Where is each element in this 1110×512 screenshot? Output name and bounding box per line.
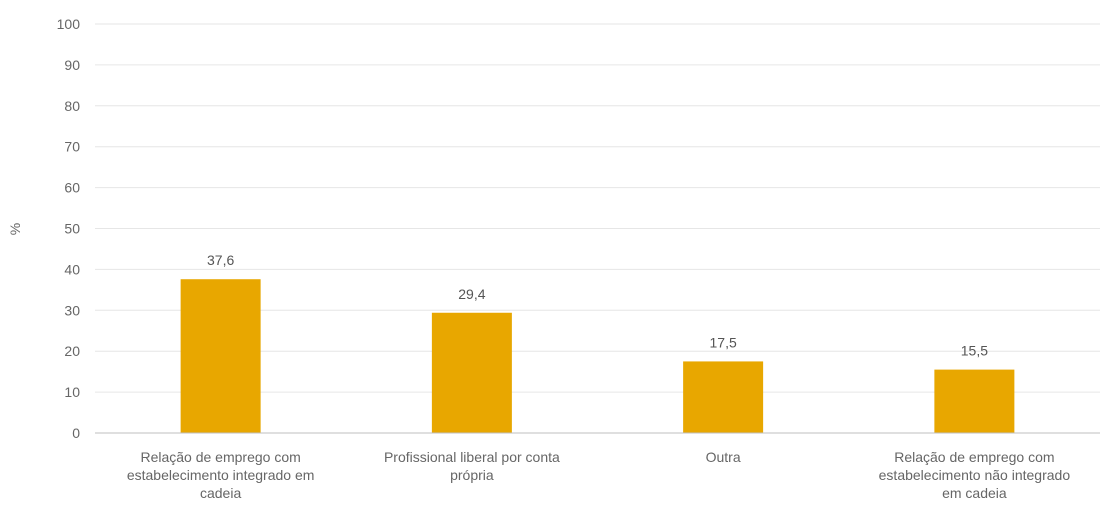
- y-tick-label: 50: [64, 221, 80, 237]
- y-tick-label: 20: [64, 343, 80, 359]
- gridlines: [95, 23, 1100, 393]
- y-tick-label: 90: [64, 57, 80, 73]
- category-label: Relação de emprego com estabelecimento in…: [127, 449, 315, 501]
- category-label-line: estabelecimento integrado em: [127, 467, 315, 483]
- category-label-line: estabelecimento não integrado: [879, 467, 1071, 483]
- category-label-line: Relação de emprego com: [140, 449, 300, 465]
- category-label-line: Outra: [706, 449, 741, 465]
- y-tick-label: 70: [64, 139, 80, 155]
- y-tick-label: 60: [64, 180, 80, 196]
- category-label-line: Relação de emprego com: [894, 449, 1054, 465]
- category-label-line: cadeia: [200, 485, 241, 501]
- y-axis-tick-labels: 0 10 20 30 40 50 60 70 80 90 100: [57, 16, 81, 441]
- bar: [934, 369, 1015, 433]
- data-label: 17,5: [710, 334, 737, 350]
- y-tick-label: 80: [64, 98, 80, 114]
- y-tick-label: 30: [64, 302, 80, 318]
- y-axis-label: %: [7, 223, 23, 235]
- y-tick-label: 10: [64, 384, 80, 400]
- x-axis-category-labels: Relação de emprego com estabelecimento in…: [127, 449, 1070, 501]
- bar: [683, 361, 764, 433]
- bar: [180, 279, 261, 433]
- y-tick-label: 40: [64, 261, 80, 277]
- category-label-line: própria: [450, 467, 494, 483]
- bar: [431, 312, 512, 433]
- category-label: Outra: [706, 449, 741, 465]
- data-labels: 37,6 29,4 17,5 15,5: [207, 252, 988, 358]
- data-label: 15,5: [961, 343, 988, 359]
- category-label-line: Profissional liberal por conta: [384, 449, 560, 465]
- category-label: Relação de emprego com estabelecimento nã…: [879, 449, 1071, 501]
- y-tick-label: 100: [57, 16, 81, 32]
- data-label: 37,6: [207, 252, 234, 268]
- y-tick-label: 0: [72, 425, 80, 441]
- category-label-line: em cadeia: [942, 485, 1007, 501]
- category-label: Profissional liberal por conta própria: [384, 449, 560, 483]
- data-label: 29,4: [458, 286, 485, 302]
- bars: [180, 279, 1015, 433]
